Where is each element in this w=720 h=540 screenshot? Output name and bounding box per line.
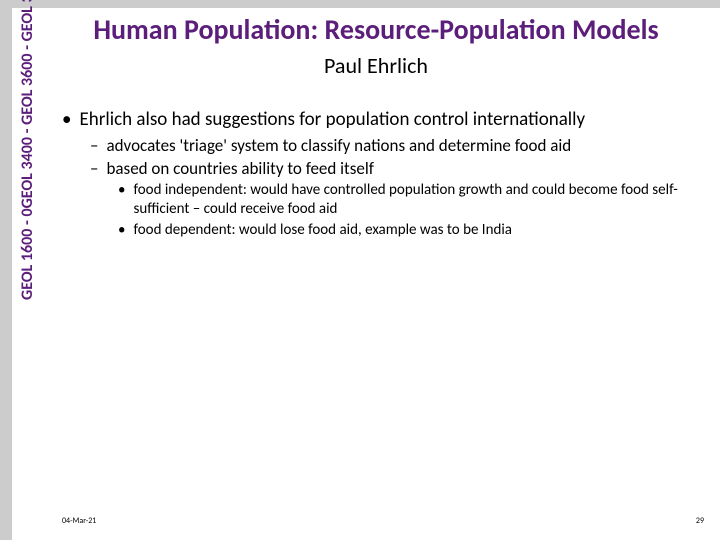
bullet-marker: • [118, 221, 125, 240]
footer-date: 04-Mar-21 [62, 516, 96, 526]
bullet-level2: – based on countries ability to feed its… [90, 158, 700, 179]
bullet-level3: • food independent: would have controlle… [118, 181, 700, 219]
dash-marker: – [90, 135, 98, 156]
bullet-marker: • [62, 108, 71, 131]
slide-subtitle: Paul Ehrlich [42, 52, 710, 79]
bullet-level1: • Ehrlich also had suggestions for popul… [62, 108, 700, 131]
top-stripe [0, 0, 720, 8]
sidebar-course-codes: GEOL 1600 - 0GEOL 3400 - GEOL 3600 - GEO… [18, 0, 37, 300]
slide: Human Population: Resource-Population Mo… [0, 0, 720, 540]
bullet-level3: • food dependent: would lose food aid, e… [118, 221, 700, 240]
bullet-text: advocates 'triage' system to classify na… [106, 135, 571, 156]
slide-title: Human Population: Resource-Population Mo… [42, 12, 710, 47]
bullet-level2: – advocates 'triage' system to classify … [90, 135, 700, 156]
bullet-text: Ehrlich also had suggestions for populat… [79, 108, 585, 131]
left-stripe [0, 0, 12, 540]
bullet-text: food independent: would have controlled … [133, 181, 700, 219]
bullet-text: based on countries ability to feed itsel… [106, 158, 373, 179]
bullet-text: food dependent: would lose food aid, exa… [133, 221, 512, 240]
bullet-marker: • [118, 181, 125, 219]
slide-body: • Ehrlich also had suggestions for popul… [62, 108, 700, 241]
footer-page-number: 29 [696, 516, 704, 526]
dash-marker: – [90, 158, 98, 179]
